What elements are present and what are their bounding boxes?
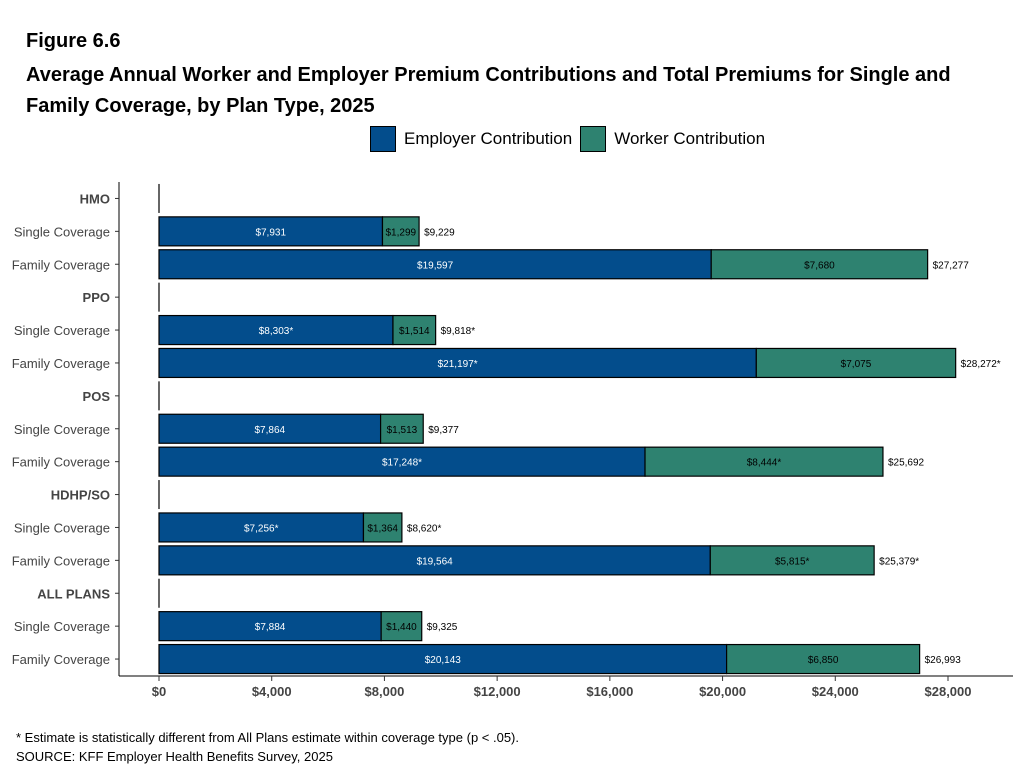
data-label-total: $9,229 [424,227,455,238]
data-label-total: $25,692 [888,458,925,469]
group-label: HDHP/SO [51,488,110,503]
bar-worker [362,512,403,543]
category-label: Family Coverage [12,553,110,568]
category-label: Family Coverage [12,257,110,272]
bar-worker [755,347,957,379]
bar-worker [380,611,423,642]
data-label-total: $26,993 [925,655,962,666]
bar-chart: HMO Single Coverage $7,931 $1,299 $9,229 Fami… [12,182,1013,699]
data-label-total: $8,620* [407,523,442,534]
bar-employer [158,249,712,280]
bar-employer [158,347,757,379]
bar-worker [644,446,884,477]
data-label-total: $27,277 [933,260,970,271]
data-label-employer: $7,931 [255,227,286,238]
data-label-employer: $20,143 [425,655,462,666]
data-label-total: $25,379* [879,556,919,567]
data-label-total: $9,377 [428,425,459,436]
data-label-employer: $7,884 [255,622,286,633]
data-label-worker: $8,444* [747,458,782,469]
category-label: Single Coverage [14,323,110,338]
legend-label-employer: Employer Contribution [404,129,573,148]
data-label-total: $9,325 [427,622,458,633]
bar-employer [158,643,728,675]
data-label-worker: $7,075 [841,359,872,370]
bar-employer [158,512,365,543]
figure-number: Figure 6.6 [26,30,121,52]
data-label-worker: $1,440 [386,622,417,633]
x-tick-label: $20,000 [699,684,746,699]
x-tick-label: $12,000 [474,684,521,699]
bar-worker [379,413,424,444]
data-label-employer: $8,303* [259,326,294,337]
data-label-worker: $1,299 [385,227,416,238]
legend-swatch-worker [580,126,607,152]
data-label-employer: $19,597 [417,260,454,271]
bar-worker [381,216,420,247]
data-label-worker: $6,850 [808,655,839,666]
legend-item-worker: Worker Contribution [580,126,765,152]
category-label: Single Coverage [14,422,110,437]
group-label: ALL PLANS [37,586,110,601]
group-label: HMO [80,191,110,206]
data-label-worker: $5,815* [775,556,810,567]
data-label-worker: $1,513 [387,425,418,436]
data-label-worker: $7,680 [804,260,835,271]
legend-item-employer: Employer Contribution [370,126,572,152]
x-tick-label: $4,000 [252,684,292,699]
chart-title: Average Annual Worker and Employer Premi… [26,64,951,117]
data-label-worker: $1,514 [399,326,430,337]
data-label-employer: $17,248* [382,458,422,469]
group-label: PPO [83,290,110,305]
category-label: Single Coverage [14,619,110,634]
bar-worker [726,643,921,675]
x-tick-label: $24,000 [812,684,859,699]
data-label-total: $28,272* [961,359,1001,370]
data-label-worker: $1,364 [367,523,398,534]
legend-label-worker: Worker Contribution [614,129,766,148]
bar-worker [709,545,875,576]
bar-worker [392,314,437,346]
bar-worker [710,249,929,280]
category-label: Family Coverage [12,455,110,470]
bar-employer [158,216,384,247]
group-label: POS [83,389,111,404]
bar-employer [158,446,646,477]
x-tick-label: $0 [152,684,166,699]
footnote: * Estimate is statistically different fr… [16,730,520,745]
legend-swatch-employer [370,126,396,152]
data-label-employer: $21,197* [438,359,478,370]
category-label: Single Coverage [14,520,110,535]
data-label-employer: $19,564 [417,556,454,567]
x-tick-label: $16,000 [586,684,633,699]
category-label: Family Coverage [12,356,110,371]
x-tick-label: $28,000 [925,684,972,699]
source-note: SOURCE: KFF Employer Health Benefits Sur… [16,749,333,764]
category-label: Family Coverage [12,652,110,667]
x-tick-label: $8,000 [365,684,405,699]
legend: Employer Contribution Worker Contributio… [370,126,773,152]
data-label-employer: $7,864 [255,425,286,436]
data-label-employer: $7,256* [244,523,279,534]
data-label-total: $9,818* [441,326,476,337]
category-label: Single Coverage [14,224,110,239]
bar-employer [158,545,711,576]
